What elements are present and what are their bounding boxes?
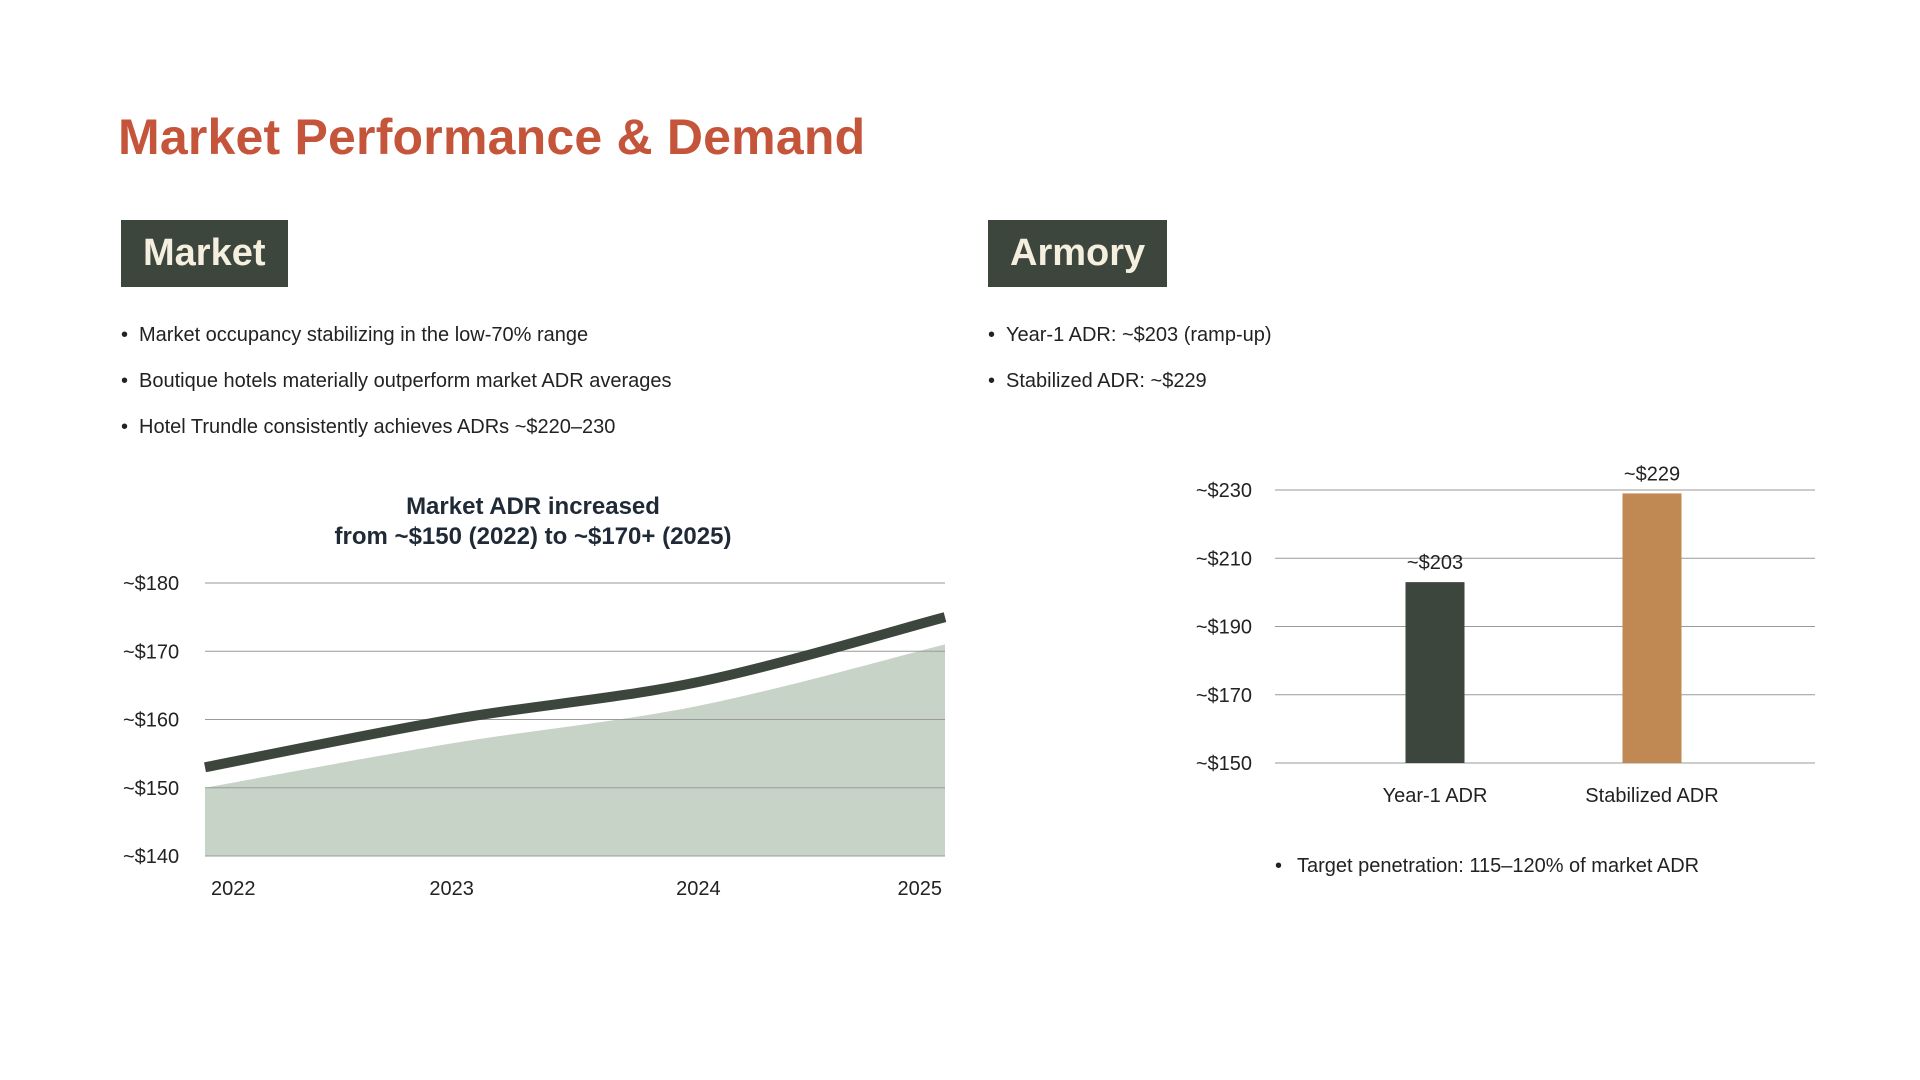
market-bullet-list: Market occupancy stabilizing in the low-… xyxy=(121,323,671,461)
page-title: Market Performance & Demand xyxy=(118,109,866,165)
x-tick-label: 2024 xyxy=(676,878,721,900)
y-tick-label: ~$170 xyxy=(123,641,179,663)
x-tick-label: 2025 xyxy=(898,878,943,900)
market-bullet: Hotel Trundle consistently achieves ADRs… xyxy=(121,415,671,461)
market-section-badge: Market xyxy=(121,220,288,287)
armory-section-badge: Armory xyxy=(988,220,1168,287)
market-bullet: Market occupancy stabilizing in the low-… xyxy=(121,323,671,369)
armory-bullet-list: Year-1 ADR: ~$203 (ramp-up) Stabilized A… xyxy=(988,323,1272,415)
armory-bullet: Year-1 ADR: ~$203 (ramp-up) xyxy=(988,323,1272,369)
y-tick-label: ~$180 xyxy=(123,573,179,595)
armory-bullet: Stabilized ADR: ~$229 xyxy=(988,369,1272,415)
market-bullet: Boutique hotels materially outperform ma… xyxy=(121,369,671,415)
chart-title-line: Market ADR increased xyxy=(406,493,660,520)
y-tick-label: ~$140 xyxy=(123,846,179,868)
x-tick-label: 2023 xyxy=(429,878,474,900)
y-tick-label: ~$150 xyxy=(123,778,179,800)
area-series xyxy=(205,644,945,856)
target-penetration-note: Target penetration: 115–120% of market A… xyxy=(1275,855,1699,878)
x-tick-label: 2022 xyxy=(211,878,256,900)
y-tick-label: ~$160 xyxy=(123,710,179,732)
line-series xyxy=(204,612,947,773)
chart-title-line: from ~$150 (2022) to ~$170+ (2025) xyxy=(335,523,732,550)
